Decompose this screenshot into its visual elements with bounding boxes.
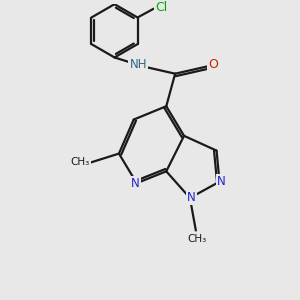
Text: N: N xyxy=(187,191,196,204)
Text: CH₃: CH₃ xyxy=(71,158,90,167)
Text: NH: NH xyxy=(129,58,147,71)
Text: Cl: Cl xyxy=(155,1,167,13)
Text: N: N xyxy=(217,175,225,188)
Text: CH₃: CH₃ xyxy=(188,234,207,244)
Text: O: O xyxy=(208,58,218,71)
Text: N: N xyxy=(131,177,140,190)
